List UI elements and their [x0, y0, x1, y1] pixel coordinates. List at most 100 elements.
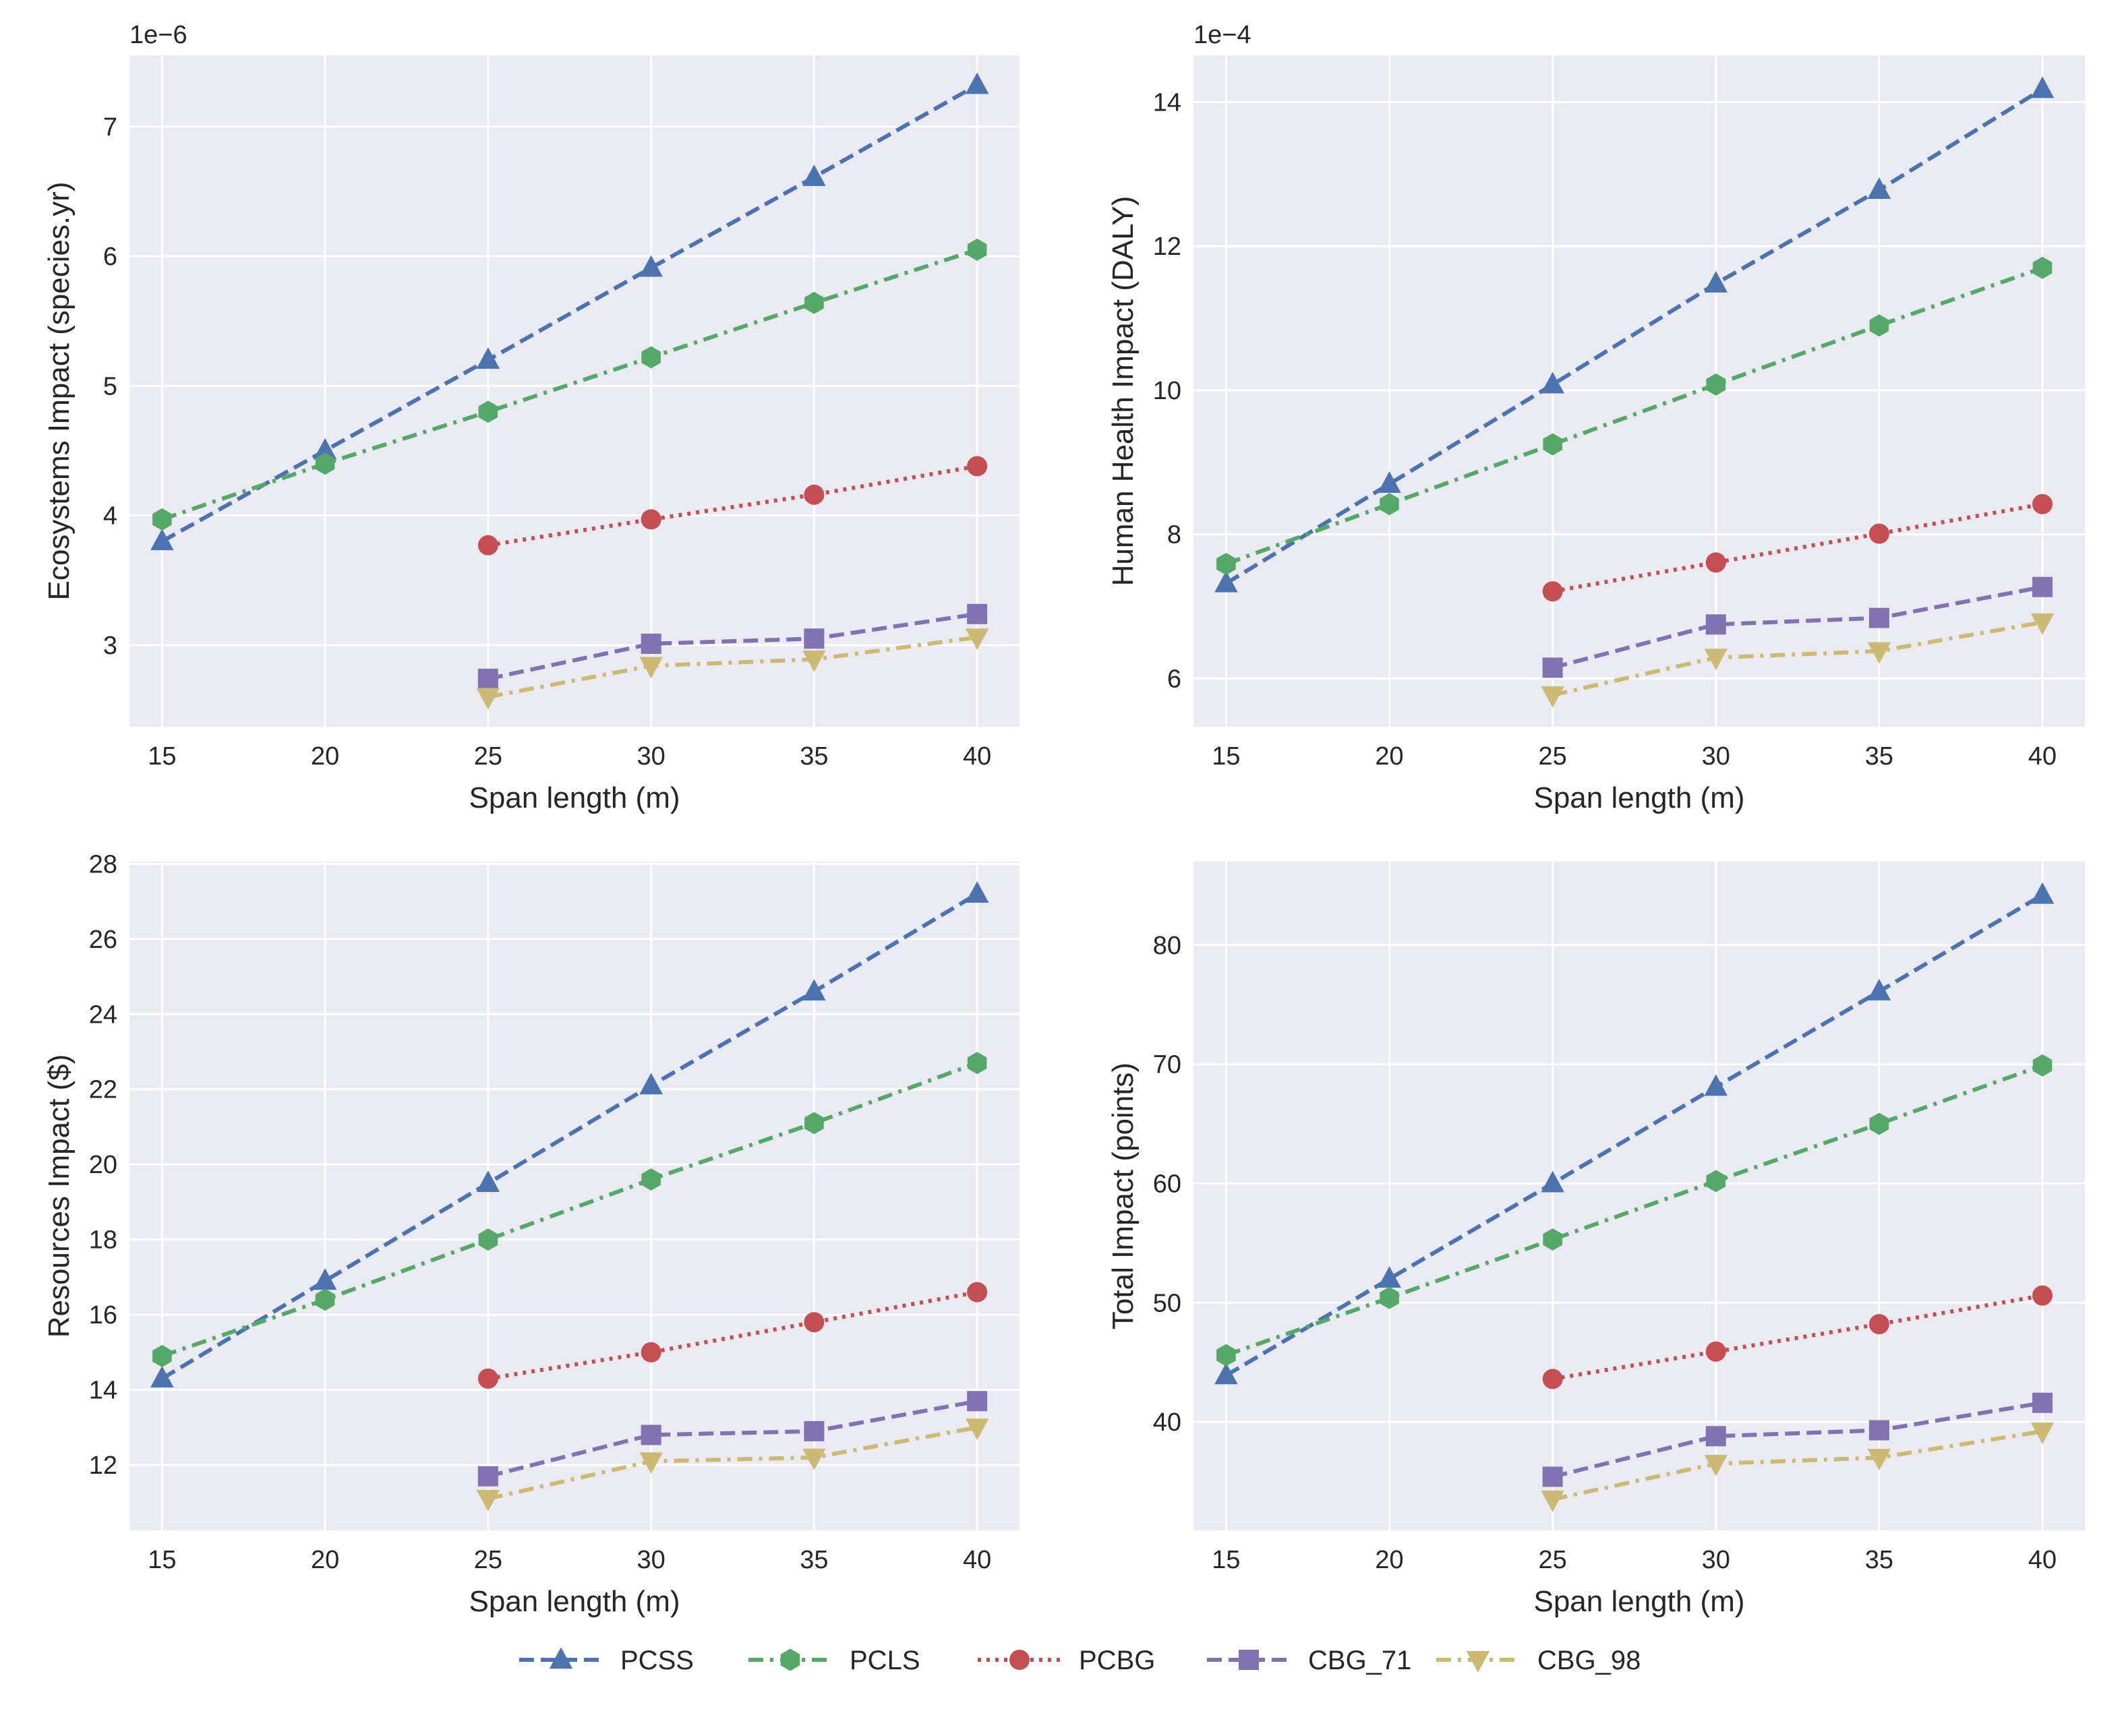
chart-panel-4: 15 20 25 30 35 40 40 50 60 70 80 Span length (m) Tot…	[1106, 862, 2085, 1618]
series-line-pcls	[161, 1060, 978, 1358]
y-tick-label: 6	[103, 243, 117, 271]
legend-label: PCLS	[850, 1646, 920, 1675]
legend-label: CBG_98	[1537, 1646, 1641, 1675]
y-tick-label: 14	[89, 1377, 117, 1405]
data-point-pcbg	[967, 456, 988, 477]
series-pcss	[1214, 882, 2055, 1385]
data-point-cbg-71	[1868, 1420, 1889, 1441]
x-axis-label: Span length (m)	[1533, 781, 1744, 814]
y-tick-label: 60	[1153, 1170, 1181, 1198]
data-point-pcss	[476, 347, 500, 369]
data-point-cbg-98	[1704, 649, 1728, 671]
legend-label: PCBG	[1079, 1646, 1155, 1675]
chart-panel-3: 15 20 25 30 35 40 12 14 16 18 20 22 24 26 28 Span lengt…	[42, 850, 1020, 1618]
x-axis-label: Span length (m)	[469, 781, 680, 814]
data-point-pcss	[1541, 1170, 1564, 1193]
data-point-pcss	[150, 1366, 174, 1387]
plot-area	[129, 55, 1020, 727]
series-line-cbg-98	[1552, 620, 2043, 697]
series-line-cbg-98	[1552, 1429, 2043, 1501]
data-point-pcss	[1704, 1074, 1728, 1096]
data-point-pcss	[150, 529, 174, 551]
data-point-cbg-71	[1542, 1466, 1563, 1487]
data-point-pcls	[315, 1288, 335, 1311]
y-tick-label: 40	[1153, 1408, 1181, 1437]
y-tick-label: 5	[103, 372, 117, 400]
series-line-pcls	[1225, 266, 2043, 566]
data-point-cbg-71	[1868, 607, 1889, 628]
series-line-cbg-71	[1552, 585, 2043, 670]
series-pcls	[1216, 1054, 2053, 1367]
data-point-pcls	[1869, 1112, 1889, 1135]
data-point-cbg-98	[802, 650, 826, 672]
series-line-pcls	[1225, 1063, 2044, 1357]
data-point-cbg-98	[476, 1490, 500, 1511]
legend-marker	[1239, 1650, 1259, 1670]
series-pcbg	[477, 456, 988, 556]
x-tick-label: 20	[311, 742, 339, 771]
x-tick-label: 15	[1212, 1546, 1240, 1574]
y-axis-label: Ecosystems Impact (species.yr)	[42, 181, 76, 600]
legend-entry-pcss: PCSS	[519, 1646, 694, 1675]
x-tick-label: 15	[1212, 742, 1240, 771]
x-tick-label: 40	[963, 742, 991, 771]
y-tick-label: 50	[1153, 1289, 1181, 1317]
series-cbg-71	[477, 1391, 988, 1487]
data-point-pcss	[2030, 76, 2055, 98]
data-point-cbg-98	[1867, 1449, 1891, 1470]
y-offset-label: 1e−6	[129, 21, 187, 49]
data-point-pcls	[1380, 1286, 1399, 1309]
data-point-pcls	[1869, 314, 1889, 337]
data-point-cbg-71	[641, 633, 661, 654]
series-pcls	[152, 238, 987, 531]
data-point-cbg-98	[1541, 1490, 1564, 1512]
data-point-pcss	[802, 164, 826, 186]
data-point-pcbg	[1542, 581, 1563, 602]
data-point-pcls	[804, 291, 824, 314]
data-point-cbg-71	[641, 1425, 661, 1445]
data-point-pcss	[1867, 978, 1891, 1000]
series-line-cbg-71	[488, 1399, 978, 1478]
data-point-cbg-98	[1541, 686, 1564, 708]
x-tick-label: 35	[800, 1546, 828, 1574]
y-tick-label: 24	[89, 1000, 117, 1029]
data-point-pcss	[802, 979, 826, 1000]
series-cbg-98	[476, 1418, 989, 1511]
x-tick-label: 20	[1375, 742, 1403, 771]
data-point-pcss	[1378, 471, 1401, 493]
data-point-pcss	[1378, 1266, 1401, 1288]
data-point-cbg-71	[967, 1391, 988, 1412]
data-point-pcbg	[967, 1282, 988, 1303]
data-point-pcls	[2032, 256, 2053, 279]
data-point-pcbg	[477, 535, 498, 556]
data-point-cbg-71	[1705, 1426, 1726, 1447]
y-axis-label: Resources Impact ($)	[42, 1054, 76, 1338]
x-tick-label: 20	[311, 1546, 339, 1574]
data-point-pcbg	[477, 1368, 498, 1389]
data-point-pcss	[1214, 570, 1238, 593]
y-tick-label: 10	[1153, 377, 1181, 405]
y-axis-label: Human Health Impact (DALY)	[1106, 196, 1140, 587]
data-point-pcls	[152, 508, 172, 531]
data-point-pcls	[1216, 553, 1236, 575]
y-tick-label: 12	[89, 1451, 117, 1480]
series-line-pcbg	[1552, 502, 2043, 594]
legend-marker	[780, 1648, 800, 1671]
series-pcss	[1214, 76, 2055, 593]
y-tick-label: 3	[103, 632, 117, 660]
y-tick-label: 70	[1153, 1051, 1181, 1079]
data-point-pcss	[965, 881, 989, 903]
data-point-pcls	[1380, 493, 1399, 516]
data-point-cbg-98	[476, 688, 500, 710]
series-pcbg	[1542, 1285, 2053, 1389]
y-tick-label: 18	[89, 1226, 117, 1255]
x-axis-label: Span length (m)	[469, 1585, 680, 1618]
series-cbg-98	[1541, 1423, 2055, 1512]
legend-entry-pcbg: PCBG	[978, 1646, 1155, 1675]
data-point-pcls	[478, 400, 498, 423]
data-point-pcss	[313, 1268, 337, 1290]
x-tick-label: 35	[1865, 1546, 1893, 1574]
x-tick-label: 30	[1702, 1546, 1730, 1574]
x-tick-label: 20	[1375, 1546, 1403, 1574]
chart-panel-2: 15 20 25 30 35 40 6 8 10 12 14 1e−4 Span length (m) H…	[1106, 21, 2085, 814]
